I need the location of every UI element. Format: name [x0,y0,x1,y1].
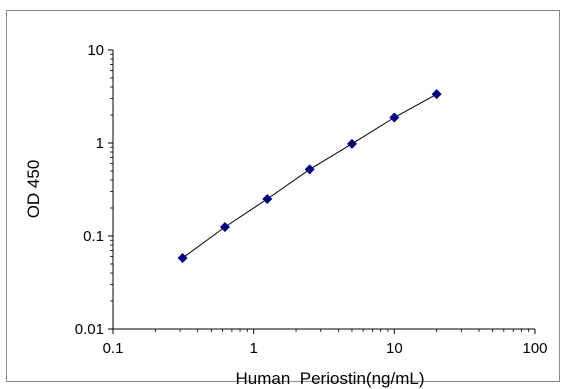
data-point [346,138,357,149]
data-point [219,221,230,232]
y-tick-labels: 0.01 0.1 1 10 [75,42,104,338]
data-point [389,112,400,123]
x-tick-labels: 0.1 1 10 100 [103,340,548,357]
y-tick-label: 10 [87,42,104,59]
data-point [304,164,315,175]
data-points [177,89,442,264]
x-tick-label: 0.1 [103,340,124,357]
y-tick-label: 1 [96,135,104,152]
data-point [262,193,273,204]
x-tick-label: 10 [386,340,403,357]
x-tick-label: 100 [522,340,547,357]
y-tick-label: 0.01 [75,321,104,338]
y-tick-label: 0.1 [83,228,104,245]
data-point [431,89,442,100]
x-tick-label: 1 [249,340,257,357]
chart-frame [6,10,560,382]
data-point [177,253,188,264]
x-axis-title: Human Periostin(ng/mL) [236,369,425,388]
y-axis-title: OD 450 [24,160,43,219]
trendline-layer [182,93,437,259]
trendline [182,93,437,259]
chart-axes [108,49,536,334]
